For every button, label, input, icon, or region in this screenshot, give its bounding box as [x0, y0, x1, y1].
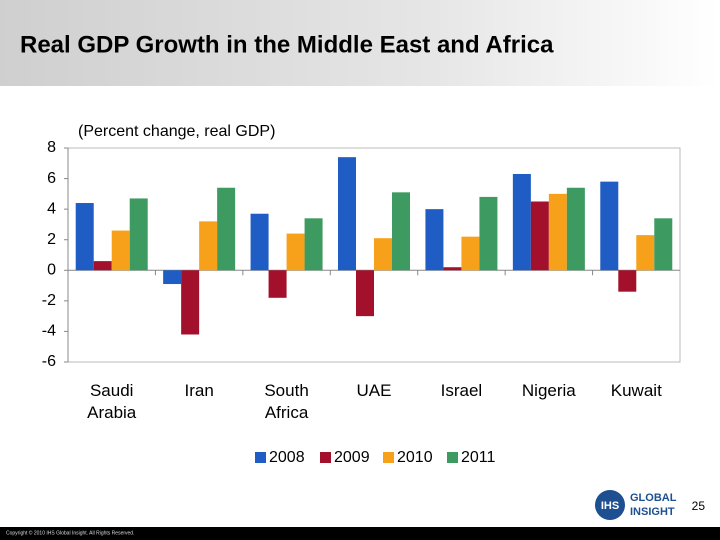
legend-label: 2009	[334, 449, 370, 466]
x-tick-label: Israel	[440, 381, 483, 400]
bar	[217, 187, 236, 271]
bar	[600, 181, 619, 271]
bar	[392, 192, 410, 271]
bar	[75, 203, 94, 271]
x-tick-label: Kuwait	[610, 381, 662, 400]
copyright: Copyright © 2010 IHS Global Insight. All…	[6, 529, 134, 536]
legend-label: 2010	[397, 449, 433, 466]
legend-swatch	[255, 452, 266, 463]
legend-label: 2008	[269, 449, 305, 466]
bar	[425, 209, 444, 271]
legend-label: 2011	[461, 449, 496, 466]
footer-bar	[0, 527, 720, 540]
page-number: 25	[692, 499, 706, 513]
x-tick-label: Nigeria	[521, 381, 576, 400]
x-tick-label: UAE	[356, 381, 392, 400]
x-tick-label: Saudi Arabia	[87, 381, 137, 422]
bar	[636, 235, 655, 271]
bar	[374, 238, 392, 271]
bar	[181, 270, 200, 335]
bar	[129, 198, 148, 271]
logo-text: GLOBAL	[630, 492, 677, 504]
chart-title: Real GDP Growth in the Middle East and A…	[20, 31, 554, 58]
x-tick-label: South Africa	[264, 381, 309, 422]
logo-mark: IHS	[601, 500, 619, 512]
bar	[250, 213, 269, 271]
bar	[548, 193, 567, 271]
bar	[566, 187, 585, 271]
bar	[530, 201, 549, 271]
bar	[512, 173, 531, 271]
legend-swatch	[320, 452, 331, 463]
y-tick-label: -6	[42, 353, 56, 370]
logo-circle	[595, 490, 625, 520]
legend-swatch	[447, 452, 458, 463]
y-tick-label: 6	[47, 170, 56, 187]
y-tick-label: 0	[47, 262, 56, 279]
bar	[654, 218, 673, 271]
logo-text: INSIGHT	[630, 506, 675, 518]
bar	[93, 261, 112, 271]
y-tick-label: 4	[47, 200, 56, 217]
y-tick-label: -4	[42, 323, 56, 340]
bar	[338, 157, 356, 271]
bar	[479, 196, 498, 271]
bar	[618, 270, 637, 292]
bar	[163, 270, 182, 285]
y-tick-label: -2	[42, 292, 56, 309]
bar	[199, 221, 218, 271]
y-tick-label: 8	[47, 139, 56, 156]
bar	[304, 218, 323, 271]
legend-swatch	[383, 452, 394, 463]
bar	[443, 267, 462, 271]
y-tick-label: 2	[47, 231, 56, 248]
header-band	[0, 0, 720, 86]
bar	[461, 236, 480, 271]
bar	[286, 233, 305, 271]
bar	[356, 270, 374, 317]
bar	[111, 230, 130, 271]
bar	[268, 270, 287, 298]
chart-subtitle: (Percent change, real GDP)	[78, 123, 275, 140]
x-tick-label: Iran	[184, 381, 214, 400]
